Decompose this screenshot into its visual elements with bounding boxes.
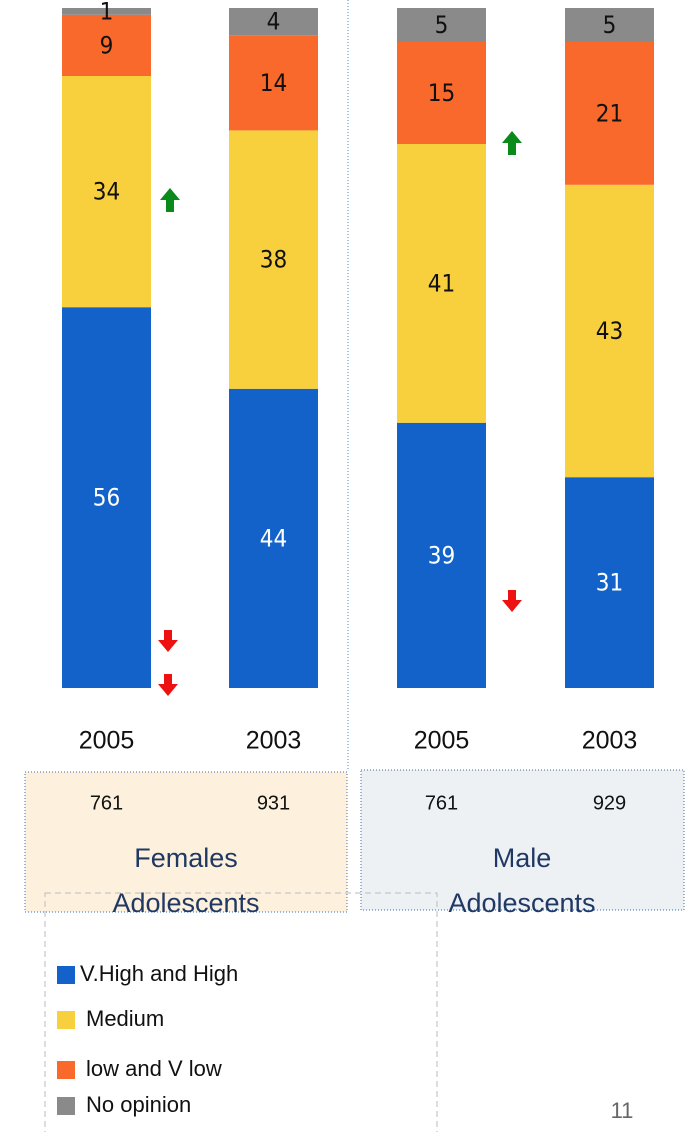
bar-segment	[62, 8, 151, 15]
value-label: 9	[100, 31, 114, 59]
value-label: 5	[603, 11, 617, 39]
bar-segment	[397, 8, 486, 42]
value-label: 41	[428, 269, 455, 297]
value-label: 56	[93, 484, 120, 512]
females-box	[24, 771, 348, 913]
down-arrows	[158, 590, 522, 696]
bar-segment	[229, 130, 318, 389]
value-label: 21	[596, 99, 623, 127]
legend-swatch	[57, 1011, 75, 1029]
value-label: 15	[428, 79, 455, 107]
value-label: 43	[596, 317, 623, 345]
sample-size: 931	[257, 792, 290, 814]
x-tick-label: 2003	[246, 727, 302, 755]
down-arrow	[158, 630, 178, 652]
bar-segment	[229, 8, 318, 36]
value-label: 34	[93, 178, 120, 206]
x-tick-label: 2003	[582, 727, 638, 755]
value-label: 1	[100, 0, 114, 25]
bar-segment	[397, 42, 486, 144]
sample-size: 761	[90, 792, 123, 814]
page-number: 11	[611, 1098, 634, 1123]
legend-label: low and V low	[86, 1056, 222, 1081]
down-arrow	[158, 674, 178, 696]
bar-segment	[62, 14, 151, 77]
group-label: Adolescents	[448, 888, 595, 918]
bar-segment	[229, 35, 318, 131]
bar-segment	[565, 8, 654, 42]
legend-label: V.High and High	[80, 961, 238, 986]
value-label: 39	[428, 541, 455, 569]
up-arrow	[502, 131, 522, 155]
legend-swatch	[57, 966, 75, 984]
legend-swatch	[57, 1097, 75, 1115]
legend-label: Medium	[86, 1006, 164, 1031]
group-label: Male	[493, 843, 552, 873]
legend-box	[44, 892, 438, 1132]
up-arrow	[160, 188, 180, 212]
sample-size: 761	[425, 792, 458, 814]
legend-swatch	[57, 1061, 75, 1079]
bar-segment	[565, 42, 654, 185]
bar-segment	[565, 477, 654, 688]
bar-segment	[62, 307, 151, 688]
bar-segment	[565, 184, 654, 478]
value-label: 44	[260, 524, 287, 552]
x-tick-label: 2005	[414, 727, 470, 755]
value-label: 14	[260, 69, 287, 97]
up-arrows	[160, 131, 522, 212]
males-box	[360, 769, 685, 911]
legend-label: No opinion	[86, 1092, 191, 1117]
value-label: 38	[260, 246, 287, 274]
value-label: 4	[267, 8, 281, 36]
bar-segment	[229, 388, 318, 688]
sample-size: 929	[593, 792, 626, 814]
bar-segment	[397, 422, 486, 688]
down-arrow	[502, 590, 522, 612]
group-label: Adolescents	[112, 888, 259, 918]
value-label: 5	[435, 11, 449, 39]
bar-segment	[397, 144, 486, 423]
x-tick-label: 2005	[79, 727, 135, 755]
value-label: 31	[596, 569, 623, 597]
group-label: Females	[134, 843, 238, 873]
bar-segment	[62, 76, 151, 308]
